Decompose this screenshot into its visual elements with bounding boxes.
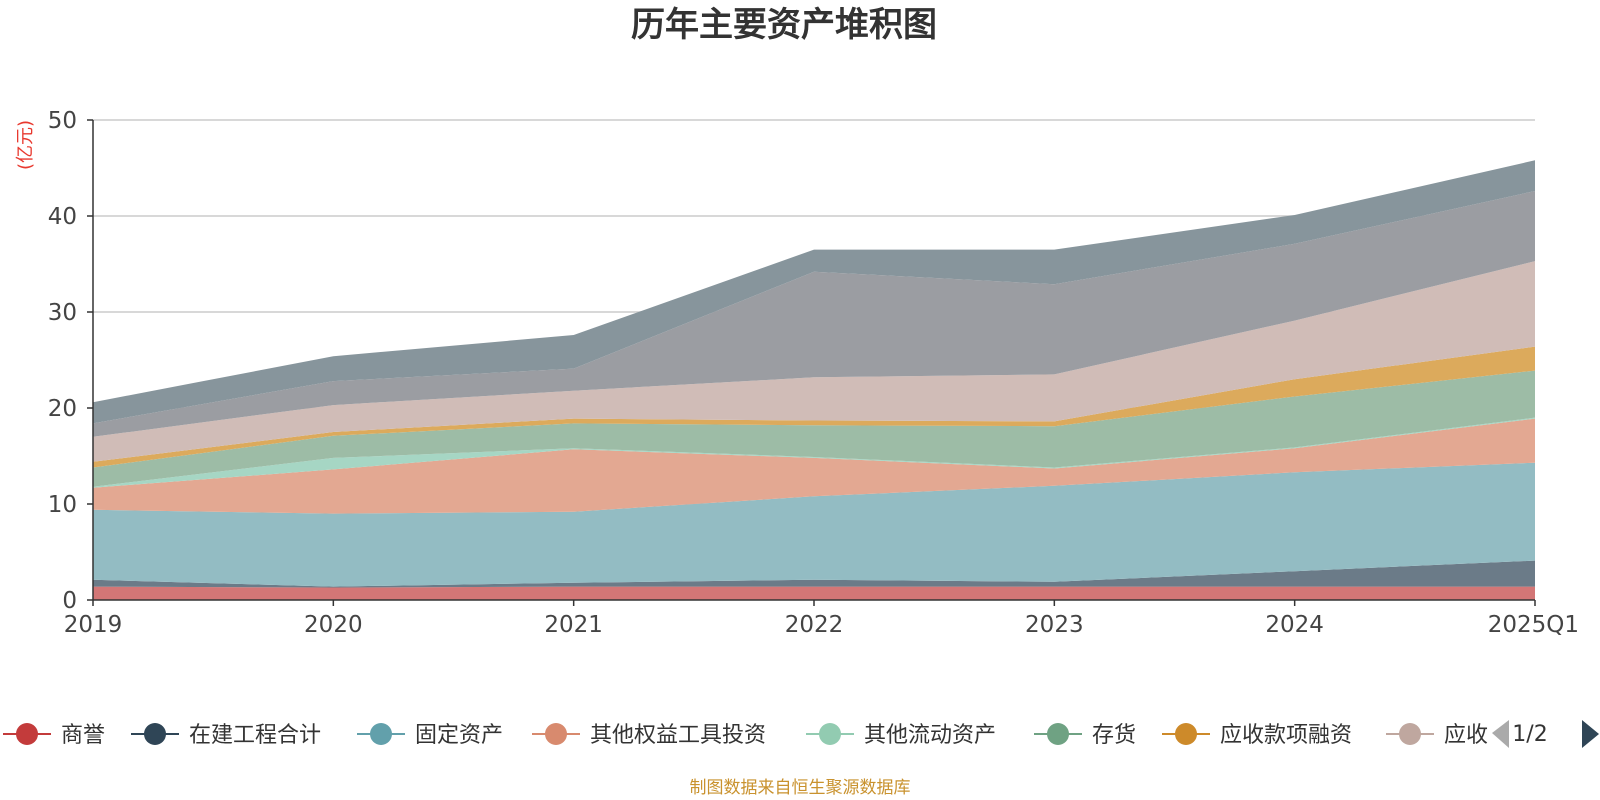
legend-marker [819, 723, 841, 745]
legend-marker [545, 723, 567, 745]
legend-label: 在建工程合计 [189, 723, 321, 748]
axes: 0 10 20 30 40 50 2019 2020 2021 2022 2023 2024 2025Q… [48, 108, 1579, 638]
source-note: 制图数据来自恒生聚源数据库 [690, 778, 911, 798]
area-series [93, 160, 1535, 600]
y-tick-label: 30 [48, 300, 77, 326]
y-tick-label: 0 [62, 588, 77, 614]
legend-item[interactable]: 应收 [1386, 723, 1488, 748]
legend-prev-icon[interactable] [1492, 720, 1509, 748]
x-tick-label: 2025Q1 [1488, 612, 1579, 638]
legend-item[interactable]: 存货 [1034, 723, 1136, 748]
legend-item[interactable]: 应收款项融资 [1162, 723, 1352, 748]
y-axis-unit: (亿元) [15, 120, 36, 170]
x-tick-label: 2021 [544, 612, 603, 638]
legend-item[interactable]: 其他权益工具投资 [532, 723, 766, 748]
area-series-0 [93, 586, 1535, 600]
legend-pager: 1/2 [1492, 720, 1599, 748]
legend-label: 其他权益工具投资 [590, 723, 766, 748]
y-tick-label: 50 [48, 108, 77, 134]
legend-marker [144, 723, 166, 745]
x-tick-label: 2020 [304, 612, 363, 638]
area-series-8 [93, 191, 1535, 437]
chart-title: 历年主要资产堆积图 [631, 5, 937, 45]
legend-next-icon[interactable] [1582, 720, 1599, 748]
legend-marker [1399, 723, 1421, 745]
area-series-3 [93, 418, 1535, 514]
legend-label: 其他流动资产 [864, 723, 996, 748]
area-series-9 [93, 160, 1535, 424]
legend-label: 应收款项融资 [1220, 723, 1352, 748]
legend-label: 固定资产 [415, 723, 503, 748]
legend-label: 存货 [1092, 723, 1136, 748]
y-tick-label: 20 [48, 396, 77, 422]
x-tick-label: 2023 [1025, 612, 1084, 638]
legend-marker [1047, 723, 1069, 745]
legend-marker [1175, 723, 1197, 745]
legend-item[interactable]: 固定资产 [357, 723, 503, 748]
legend-marker [370, 723, 392, 745]
legend: 商誉 在建工程合计 固定资产 其他权益工具投资 其他流动资产 存货 应收款项融资 应收 [3, 723, 1488, 748]
y-tick-label: 10 [48, 492, 77, 518]
x-tick-label: 2019 [64, 612, 123, 638]
legend-label: 商誉 [61, 723, 105, 748]
y-tick-label: 40 [48, 204, 77, 230]
legend-item[interactable]: 在建工程合计 [131, 723, 321, 748]
legend-page-indicator: 1/2 [1512, 722, 1547, 747]
legend-item[interactable]: 其他流动资产 [806, 723, 996, 748]
legend-label: 应收 [1444, 723, 1488, 748]
area-series-2 [93, 462, 1535, 587]
x-tick-label: 2024 [1265, 612, 1324, 638]
legend-marker [16, 723, 38, 745]
legend-item[interactable]: 商誉 [3, 723, 105, 748]
x-tick-label: 2022 [785, 612, 844, 638]
area-series-1 [93, 560, 1535, 588]
area-series-7 [93, 261, 1535, 462]
area-series-5 [93, 370, 1535, 487]
